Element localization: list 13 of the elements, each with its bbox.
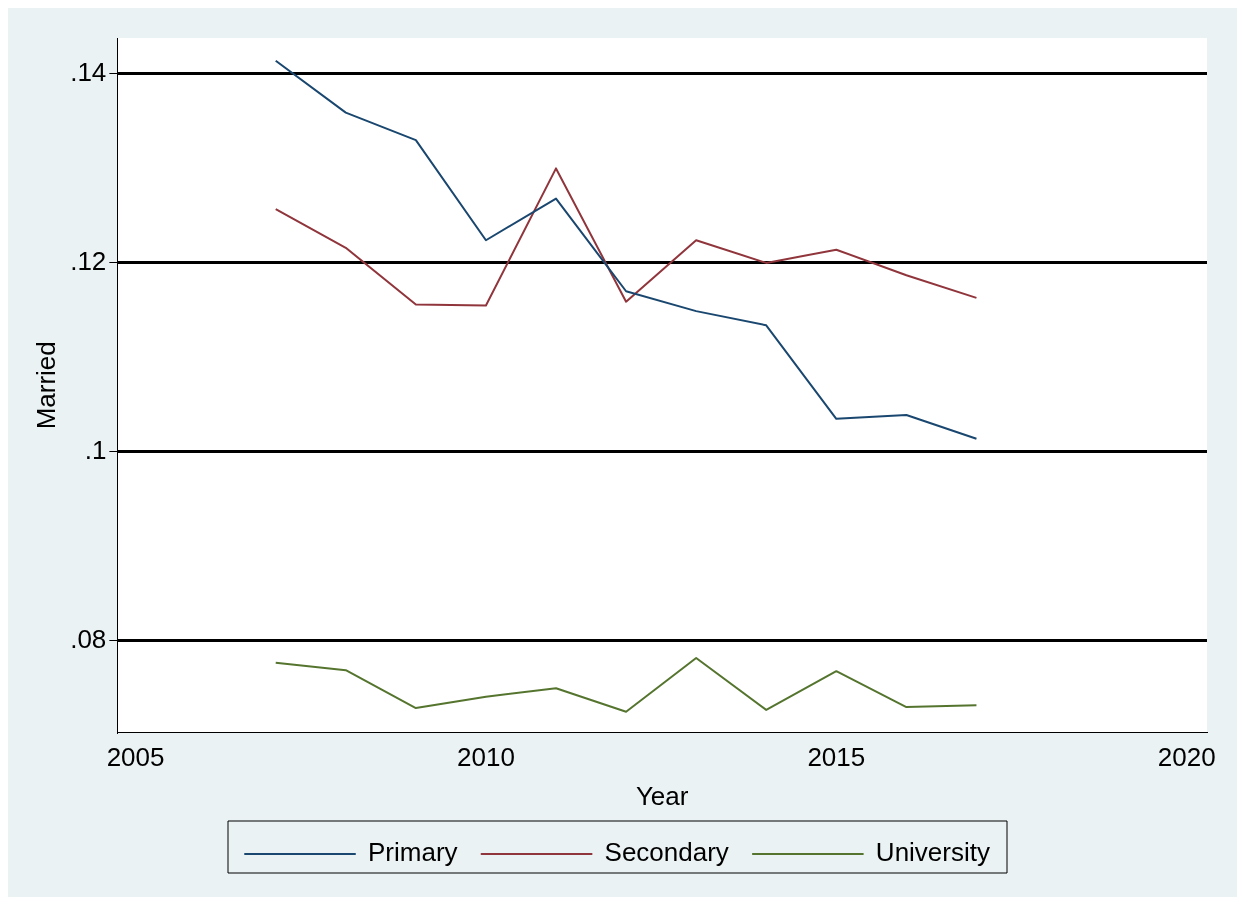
x-tick-label: 2020 [1157, 742, 1216, 773]
x-tick-label: 2015 [807, 742, 866, 773]
y-tick-label: .14 [70, 57, 107, 88]
y-tick-label: .1 [84, 435, 107, 466]
y-axis-title: Married [30, 341, 61, 430]
x-tick-label: 2005 [106, 742, 165, 773]
x-tick-label: 2010 [457, 742, 515, 773]
legend-label: Primary [368, 837, 458, 868]
x-axis-title: Year [635, 780, 689, 811]
y-tick-label: .08 [70, 624, 107, 655]
y-tick-label: .12 [70, 246, 107, 277]
legend-label: Secondary [604, 837, 729, 868]
legend-label: University [875, 837, 990, 868]
